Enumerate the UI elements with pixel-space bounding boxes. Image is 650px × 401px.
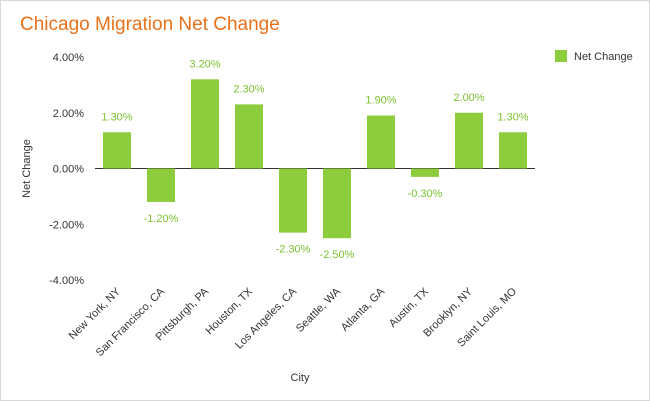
y-tick-label: -4.00% [49,275,84,287]
data-label: -1.20% [144,213,179,225]
bar [323,168,351,239]
data-label: 2.30% [233,83,264,95]
data-label: 1.30% [497,111,528,123]
bar [103,132,131,169]
x-tick-label: Seattle, WA [294,285,344,335]
bar [235,104,263,169]
x-tick-label: Austin, TX [387,285,432,330]
data-label: 2.00% [453,92,484,104]
data-label: -0.30% [408,188,443,200]
bar [411,168,439,177]
data-label: 1.30% [101,111,132,123]
bar [279,168,307,233]
data-label: 3.20% [189,58,220,70]
data-label: -2.30% [276,244,311,256]
y-tick-label: 4.00% [53,52,84,64]
chart-title: Chicago Migration Net Change [20,14,280,35]
y-axis-title: Net Change [21,139,33,198]
bar [367,115,395,169]
y-tick-label: -2.00% [49,219,84,231]
bar [147,168,175,202]
y-tick-label: 2.00% [53,108,84,120]
y-tick-label: 0.00% [53,164,84,176]
data-label: -2.50% [320,249,355,261]
legend-label: Net Change [574,51,633,63]
legend-swatch [555,50,567,62]
bar [499,132,527,169]
bar [191,79,219,169]
data-label: 1.90% [365,95,396,107]
bar [455,112,483,169]
x-axis-title: City [291,372,310,384]
x-tick-label: Atlanta, GA [339,285,388,334]
